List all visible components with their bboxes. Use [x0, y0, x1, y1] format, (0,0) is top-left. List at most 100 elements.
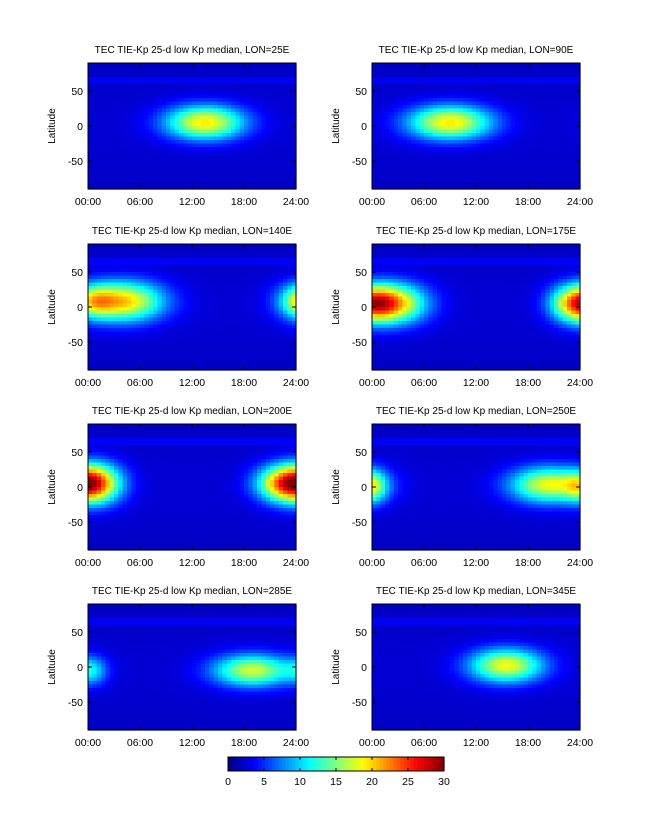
heatmap-cell	[519, 154, 525, 159]
heatmap-cell	[541, 84, 546, 89]
heatmap-cell	[244, 286, 249, 291]
heatmap-cell	[389, 115, 395, 120]
heatmap-cell	[257, 143, 262, 148]
heatmap-cell	[122, 168, 128, 173]
heatmap-cell	[549, 150, 555, 155]
heatmap-cell	[166, 108, 171, 113]
heatmap-cell	[265, 122, 271, 127]
heatmap-cell	[445, 154, 451, 159]
heatmap-cell	[467, 143, 473, 148]
heatmap-cell	[196, 293, 202, 298]
heatmap-cell	[510, 133, 516, 138]
heatmap-cell	[458, 87, 464, 92]
heatmap-cell	[484, 105, 490, 110]
heatmap-cell	[274, 73, 280, 78]
heatmap-cell	[265, 279, 271, 284]
heatmap-cell	[541, 101, 546, 106]
heatmap-cell	[192, 66, 197, 71]
heatmap-cell	[558, 164, 564, 169]
heatmap-cell	[244, 108, 249, 113]
heatmap-cell	[532, 154, 538, 159]
heatmap-cell	[127, 63, 132, 68]
heatmap-cell	[226, 94, 232, 99]
heatmap-cell	[265, 150, 271, 155]
heatmap-cell	[270, 258, 275, 263]
heatmap-cell	[376, 150, 382, 155]
heatmap-cell	[174, 182, 180, 187]
heatmap-cell	[471, 73, 477, 78]
heatmap-cell	[484, 70, 490, 75]
heatmap-cell	[476, 182, 481, 187]
heatmap-cell	[248, 251, 254, 256]
heatmap-cell	[549, 105, 555, 110]
heatmap-cell	[502, 108, 507, 113]
heatmap-cell	[226, 303, 232, 308]
heatmap-cell	[88, 342, 93, 347]
heatmap-cell	[532, 164, 538, 169]
heatmap-cell	[114, 63, 119, 68]
heatmap-cell	[92, 105, 98, 110]
heatmap-cell	[166, 300, 171, 305]
heatmap-cell	[179, 87, 184, 92]
heatmap-cell	[218, 119, 223, 124]
heatmap-cell	[174, 328, 180, 333]
heatmap-cell	[157, 126, 163, 131]
heatmap-cell	[291, 168, 297, 173]
heatmap-cell	[402, 126, 408, 131]
heatmap-cell	[135, 251, 141, 256]
heatmap-cell	[376, 133, 382, 138]
heatmap-cell	[257, 317, 262, 322]
heatmap-cell	[179, 91, 184, 96]
heatmap-cell	[183, 265, 189, 270]
heatmap-cell	[389, 73, 395, 78]
heatmap-cell	[257, 251, 262, 256]
heatmap-cell	[105, 136, 111, 141]
heatmap-cell	[437, 73, 442, 78]
heatmap-cell	[196, 80, 202, 85]
heatmap-cell	[270, 140, 275, 145]
heatmap-cell	[437, 143, 442, 148]
heatmap-cell	[179, 140, 184, 145]
heatmap-cell	[226, 108, 232, 113]
heatmap-cell	[196, 171, 202, 176]
heatmap-cell	[209, 335, 215, 340]
heatmap-cell	[454, 182, 460, 187]
heatmap-cell	[489, 94, 494, 99]
heatmap-cell	[380, 175, 386, 180]
heatmap-panel: TEC TIE-Kp 25-d low Kp median, LON=25ELa…	[47, 45, 309, 208]
heatmap-cell	[144, 112, 150, 117]
heatmap-cell	[244, 251, 249, 256]
heatmap-cell	[239, 84, 245, 89]
heatmap-cell	[153, 314, 158, 319]
heatmap-cell	[283, 98, 288, 103]
heatmap-cell	[497, 84, 503, 89]
heatmap-cell	[187, 310, 193, 315]
heatmap-cell	[471, 126, 477, 131]
heatmap-cell	[179, 112, 184, 117]
heatmap-cell	[88, 178, 93, 183]
heatmap-cell	[127, 126, 132, 131]
heatmap-cell	[226, 244, 232, 249]
heatmap-cell	[118, 331, 124, 336]
heatmap-cell	[187, 171, 193, 176]
heatmap-cell	[161, 338, 167, 343]
heatmap-cell	[519, 140, 525, 145]
heatmap-cell	[101, 70, 106, 75]
heatmap-cell	[393, 147, 399, 152]
heatmap-cell	[428, 168, 434, 173]
heatmap-cell	[231, 171, 236, 176]
heatmap-cell	[114, 251, 119, 256]
heatmap-cell	[274, 84, 280, 89]
heatmap-cell	[114, 324, 119, 329]
heatmap-cell	[140, 98, 145, 103]
heatmap-cell	[187, 272, 193, 277]
heatmap-cell	[415, 122, 421, 127]
heatmap-cell	[187, 293, 193, 298]
heatmap-cell	[257, 136, 262, 141]
heatmap-cell	[144, 300, 150, 305]
heatmap-cell	[127, 161, 132, 166]
heatmap-cell	[170, 251, 176, 256]
heatmap-cell	[567, 119, 572, 124]
heatmap-cell	[209, 185, 215, 190]
heatmap-cell	[161, 164, 167, 169]
